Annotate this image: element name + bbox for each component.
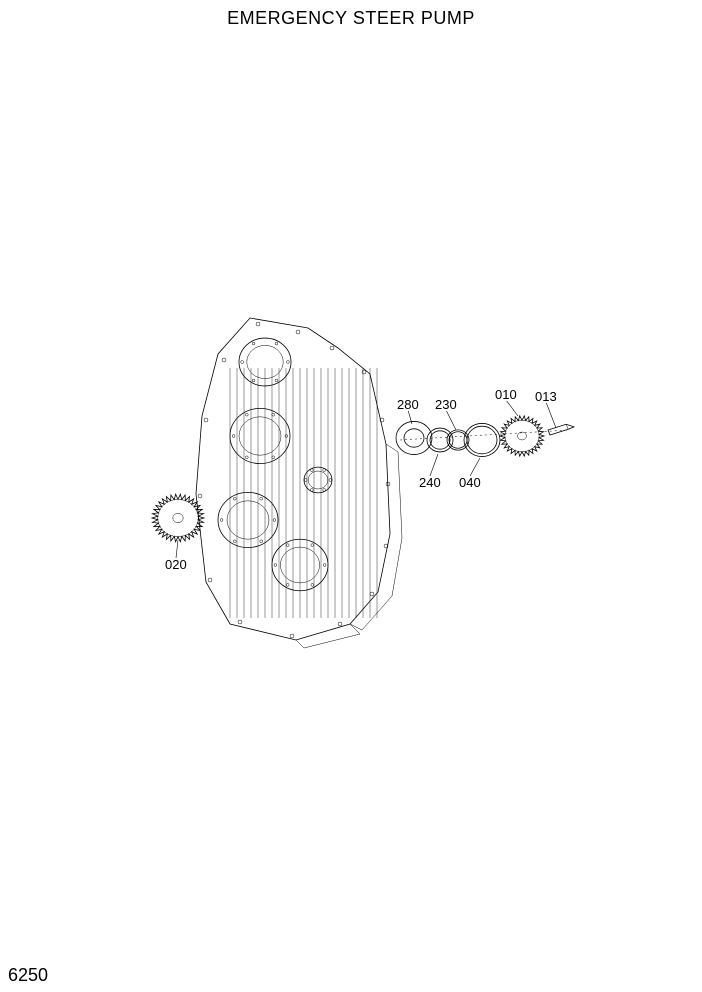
callout-013: 013 [534,390,558,403]
diagram-svg [0,0,702,992]
callout-230: 230 [434,398,458,411]
callout-240: 240 [418,476,442,489]
callout-020: 020 [164,558,188,571]
callout-040: 040 [458,476,482,489]
callout-010: 010 [494,388,518,401]
exploded-diagram: 020 280 240 230 040 010 013 [0,0,702,992]
callout-280: 280 [396,398,420,411]
